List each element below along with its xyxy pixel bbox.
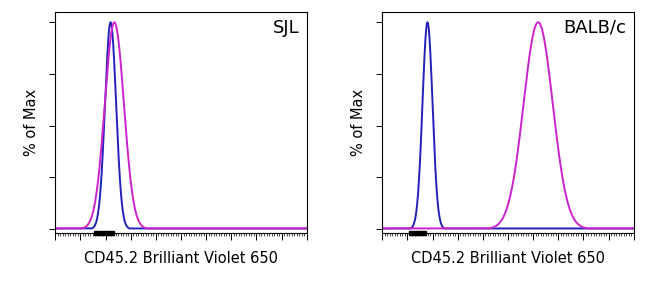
X-axis label: CD45.2 Brilliant Violet 650: CD45.2 Brilliant Violet 650 xyxy=(84,251,278,266)
Bar xyxy=(409,231,426,235)
Text: BALB/c: BALB/c xyxy=(564,19,626,36)
Y-axis label: % of Max: % of Max xyxy=(351,89,366,156)
Text: SJL: SJL xyxy=(272,19,299,36)
Y-axis label: % of Max: % of Max xyxy=(24,89,39,156)
X-axis label: CD45.2 Brilliant Violet 650: CD45.2 Brilliant Violet 650 xyxy=(411,251,605,266)
Bar xyxy=(94,231,114,235)
